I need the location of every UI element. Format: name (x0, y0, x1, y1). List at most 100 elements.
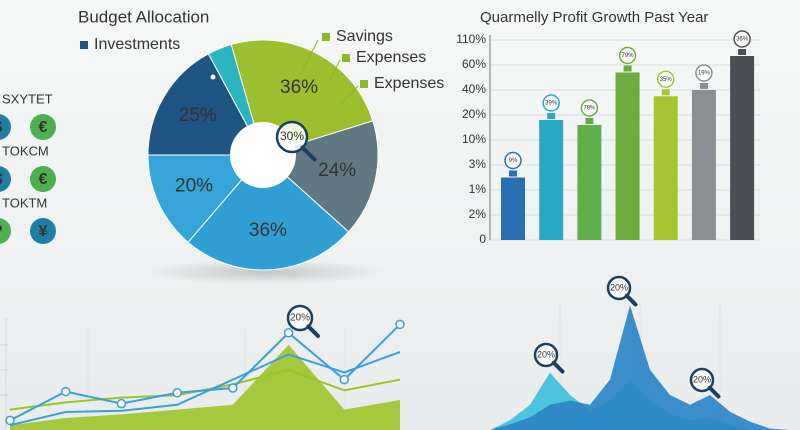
y-tick-label: 1% (469, 182, 487, 196)
bar-cap (509, 170, 517, 177)
y-tick-label: 10% (462, 132, 486, 146)
pie-slice (147, 53, 264, 156)
marker (395, 319, 405, 330)
badge-label: 9% (509, 158, 518, 164)
bar-cap (661, 89, 670, 96)
bar-cap (738, 49, 747, 55)
bar (577, 125, 602, 240)
marker (5, 415, 15, 426)
currency-icon (30, 166, 56, 192)
legend-swatch (360, 80, 368, 88)
slice-label: 36% (249, 220, 287, 241)
badge-label: 39% (545, 101, 558, 107)
line (9, 323, 401, 422)
magnifier-handle (551, 360, 565, 374)
marker (60, 386, 71, 397)
legend-swatch (342, 54, 350, 62)
area (10, 344, 400, 430)
y-tick-label: 40% (462, 82, 486, 96)
area (490, 305, 790, 430)
annotation: 20% (693, 374, 711, 384)
legend-leader (339, 85, 359, 106)
y-tick-label: 3% (469, 157, 487, 171)
marker (283, 328, 294, 338)
bar (691, 90, 716, 240)
annotation: 20% (537, 349, 555, 359)
badge-label: 79% (622, 53, 635, 59)
legend-label: Expenses (356, 49, 426, 66)
badge (733, 30, 751, 48)
magnifier-handle (624, 293, 638, 307)
slice-label: 20% (175, 176, 213, 197)
badge (695, 64, 713, 82)
y-tick-label: 2% (469, 207, 487, 221)
legend-leader (329, 59, 341, 81)
magnifier-lens (286, 304, 314, 332)
bar-cap (547, 113, 556, 119)
badge (504, 151, 522, 170)
currency-icon (0, 166, 11, 192)
chart-title: Budget Allocation (78, 7, 209, 26)
magnifier-lens (689, 367, 715, 393)
leader-dot (209, 73, 217, 81)
currency-symbol: $ (0, 171, 3, 188)
bar-cap (585, 118, 594, 124)
pie-shadow (145, 260, 385, 284)
bar (539, 120, 564, 240)
annotation: 30% (280, 129, 304, 143)
badge-label: 35% (660, 77, 673, 83)
legend-label: Expenses (374, 75, 444, 92)
marker (228, 383, 238, 393)
badge (618, 46, 637, 65)
bar (501, 177, 525, 240)
legend-swatch (80, 41, 88, 49)
currency-symbol: $ (0, 119, 3, 136)
sidebar-label: SXYTET (2, 91, 53, 106)
marker (116, 398, 127, 409)
bar-cap (699, 83, 708, 89)
magnifier-handle (306, 324, 320, 338)
magnifier-lens (275, 120, 309, 154)
badge (580, 99, 599, 117)
magnifier-handle (300, 145, 317, 162)
currency-icon (0, 114, 11, 140)
bar (730, 56, 755, 240)
marker (172, 388, 182, 398)
badge-label: 78% (583, 106, 596, 112)
currency-icon (30, 218, 56, 244)
y-tick-label: 20% (462, 107, 486, 121)
y-tick-label: 60% (462, 57, 486, 71)
legend-label: Investments (94, 36, 180, 53)
legend-label: Savings (336, 28, 393, 45)
currency-symbol: ¥ (39, 223, 48, 240)
magnifier-lens (606, 275, 632, 301)
currency-symbol: € (39, 119, 48, 136)
magnifier-lens (533, 342, 559, 368)
magnifier-handle (707, 385, 721, 399)
badge-label: 19% (698, 71, 711, 77)
pie-slice (147, 154, 265, 243)
currency-icon (30, 114, 56, 140)
bar (653, 96, 678, 240)
currency-symbol: ? (0, 223, 3, 240)
line (9, 351, 401, 427)
sidebar-label: TOKCM (2, 143, 49, 158)
badge (542, 94, 560, 112)
y-tick-label: 0 (479, 232, 486, 246)
bar (615, 72, 640, 240)
slice-label: 36% (280, 77, 318, 98)
marker (339, 374, 350, 385)
currency-symbol: € (39, 171, 48, 188)
annotation: 20% (610, 282, 628, 292)
legend-leader (299, 39, 319, 76)
slice-label: 24% (318, 160, 356, 181)
badge-label: 36% (736, 37, 749, 43)
slice-label: 25% (179, 105, 217, 126)
pie-slice (187, 154, 350, 271)
annotation: 20% (290, 313, 310, 324)
bar-cap (623, 65, 632, 72)
legend-swatch (322, 33, 330, 41)
badge (656, 70, 675, 88)
y-tick-label: 110% (456, 32, 486, 46)
